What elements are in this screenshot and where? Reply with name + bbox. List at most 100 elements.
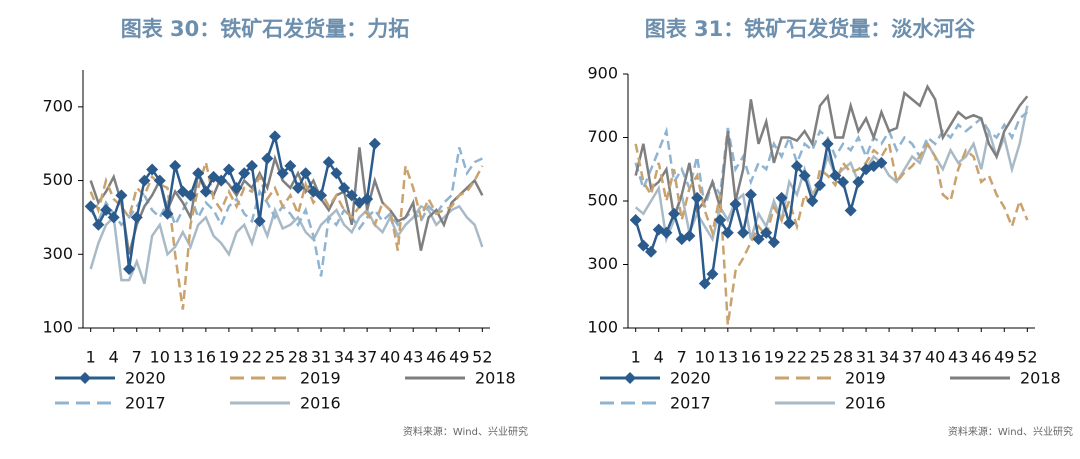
marker xyxy=(330,167,343,180)
x-tick-label: 52 xyxy=(1017,348,1037,367)
legend-label: 2018 xyxy=(475,369,516,388)
x-tick-label: 31 xyxy=(311,348,331,367)
marker xyxy=(284,159,297,172)
marker xyxy=(691,191,704,204)
legend-label: 2018 xyxy=(1020,369,1061,388)
x-tick-label: 40 xyxy=(380,348,400,367)
series-line xyxy=(89,147,484,255)
marker xyxy=(268,130,281,143)
legend-label: 2016 xyxy=(845,394,886,413)
x-tick-label: 16 xyxy=(196,348,216,367)
marker xyxy=(760,226,773,239)
marker xyxy=(345,189,358,202)
x-tick-label: 37 xyxy=(357,348,377,367)
marker xyxy=(852,175,865,188)
series-line xyxy=(89,147,483,277)
marker xyxy=(783,217,796,230)
marker xyxy=(123,263,136,276)
marker xyxy=(775,191,788,204)
x-tick-label: 34 xyxy=(334,348,354,367)
y-tick-label: 100 xyxy=(42,318,73,337)
y-tick-label: 700 xyxy=(42,96,73,115)
marker xyxy=(637,239,650,252)
marker xyxy=(660,226,673,239)
legend-label: 2017 xyxy=(670,394,711,413)
chart-title: 图表 30：铁矿石发货量：力拓 xyxy=(121,17,410,41)
x-tick-label: 40 xyxy=(925,348,945,367)
marker xyxy=(115,189,128,202)
marker xyxy=(629,214,642,227)
marker xyxy=(192,167,205,180)
marker xyxy=(292,181,305,194)
marker xyxy=(752,233,765,246)
x-tick-label: 16 xyxy=(741,348,761,367)
y-tick-label: 500 xyxy=(42,170,73,189)
x-tick-label: 10 xyxy=(150,348,170,367)
marker xyxy=(100,204,113,217)
x-tick-label: 43 xyxy=(403,348,423,367)
x-tick-label: 49 xyxy=(449,348,469,367)
x-tick-label: 1 xyxy=(86,348,96,367)
marker xyxy=(338,181,351,194)
marker xyxy=(245,159,258,172)
x-tick-label: 13 xyxy=(718,348,738,367)
y-tick-label: 500 xyxy=(587,191,618,210)
marker xyxy=(146,163,159,176)
marker xyxy=(624,372,636,384)
marker xyxy=(184,189,197,202)
x-tick-label: 22 xyxy=(242,348,262,367)
marker xyxy=(299,167,312,180)
marker xyxy=(368,137,381,150)
y-tick-label: 300 xyxy=(42,244,73,263)
x-tick-label: 49 xyxy=(994,348,1014,367)
x-tick-label: 46 xyxy=(971,348,991,367)
x-tick-label: 7 xyxy=(132,348,142,367)
x-tick-label: 28 xyxy=(288,348,308,367)
series-line xyxy=(89,204,484,285)
marker xyxy=(222,163,235,176)
marker xyxy=(798,169,811,182)
marker xyxy=(261,152,274,165)
marker xyxy=(721,226,734,239)
legend-label: 2020 xyxy=(670,369,711,388)
marker xyxy=(361,193,374,205)
marker xyxy=(729,198,742,211)
x-tick-label: 4 xyxy=(109,348,119,367)
marker xyxy=(813,179,826,192)
chart: 图表 30：铁矿石发货量：力拓 100 300 500 700 1 4 7 10 13 16 19 22… xyxy=(42,17,528,438)
marker xyxy=(130,211,143,224)
legend-label: 2016 xyxy=(300,394,341,413)
y-tick-label: 700 xyxy=(587,127,618,146)
marker xyxy=(837,175,850,188)
marker xyxy=(79,372,91,384)
x-tick-label: 19 xyxy=(219,348,239,367)
chart-title: 图表 31：铁矿石发货量：淡水河谷 xyxy=(645,17,977,41)
x-tick-label: 46 xyxy=(426,348,446,367)
x-tick-label: 34 xyxy=(879,348,899,367)
legend-label: 2019 xyxy=(845,369,886,388)
marker xyxy=(790,160,803,173)
x-tick-label: 19 xyxy=(764,348,784,367)
legend-label: 2019 xyxy=(300,369,341,388)
marker xyxy=(92,218,105,231)
marker xyxy=(844,204,857,217)
source: 资料来源：Wind、兴业研究 xyxy=(403,425,528,438)
marker xyxy=(84,200,97,213)
marker xyxy=(821,137,834,150)
x-tick-label: 25 xyxy=(810,348,830,367)
x-tick-label: 22 xyxy=(787,348,807,367)
x-tick-label: 25 xyxy=(265,348,285,367)
x-tick-label: 1 xyxy=(631,348,641,367)
marker xyxy=(706,268,719,281)
marker xyxy=(806,195,819,207)
marker xyxy=(169,159,182,172)
marker xyxy=(714,214,727,227)
series-line xyxy=(89,131,377,270)
marker xyxy=(698,277,711,290)
marker xyxy=(683,229,696,242)
x-tick-label: 43 xyxy=(948,348,968,367)
marker xyxy=(875,156,888,169)
x-tick-label: 28 xyxy=(833,348,853,367)
